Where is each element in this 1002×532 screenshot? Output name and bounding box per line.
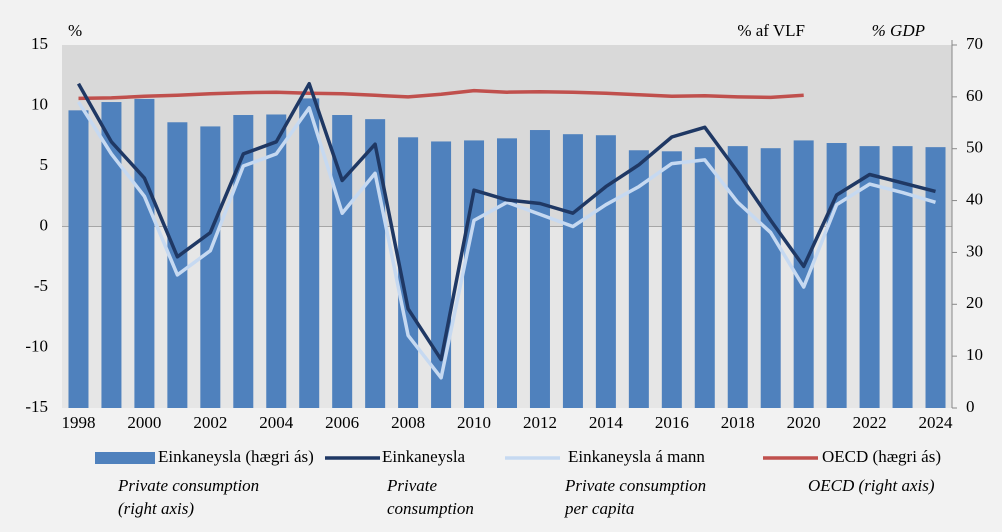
x-tick-label: 2002 (193, 413, 227, 432)
bar (793, 140, 814, 408)
bar (167, 122, 188, 408)
bar (628, 150, 649, 408)
bar (595, 135, 616, 408)
y-tick-label: 0 (40, 215, 49, 234)
legend-label: Einkaneysla (382, 447, 466, 466)
legend-subtitle: Private consumption (117, 476, 259, 495)
x-tick-label: 2018 (721, 413, 755, 432)
bar (529, 130, 550, 408)
y-tick-label: -5 (34, 276, 48, 295)
legend-subtitle: Private (386, 476, 437, 495)
bar (562, 134, 583, 409)
bar (925, 147, 946, 408)
legend-swatch (95, 452, 155, 464)
bar (200, 126, 221, 408)
bar (68, 110, 89, 408)
legend-label: Einkaneysla (hægri ás) (158, 447, 314, 466)
x-tick-label: 2010 (457, 413, 491, 432)
line (77, 100, 936, 380)
bar (661, 151, 682, 409)
y2-tick-label: 0 (966, 397, 975, 416)
y2-tick-label: 60 (966, 86, 983, 105)
y-tick-label: -10 (25, 336, 48, 355)
x-tick-label: 2000 (127, 413, 161, 432)
right-unit: % af VLF (737, 21, 805, 40)
x-tick-label: 2012 (523, 413, 557, 432)
x-tick-label: 2006 (325, 413, 359, 432)
y2-tick-label: 50 (966, 138, 983, 157)
legend-subtitle: (right axis) (118, 499, 194, 518)
x-tick-label: 2024 (919, 413, 954, 432)
x-tick-label: 2022 (853, 413, 887, 432)
legend-subtitle: OECD (right axis) (808, 476, 935, 495)
y-tick-label: 15 (31, 34, 48, 53)
y2-tick-label: 70 (966, 34, 983, 53)
x-tick-label: 2008 (391, 413, 425, 432)
x-tick-label: 2014 (589, 413, 624, 432)
legend-label: Einkaneysla á mann (568, 447, 705, 466)
line (78, 88, 804, 101)
right-unit-en: % GDP (872, 21, 925, 40)
bar (497, 138, 517, 409)
y2-tick-label: 30 (966, 241, 983, 260)
y2-tick-label: 20 (966, 293, 983, 312)
bar (694, 147, 715, 408)
y2-tick-label: 40 (966, 189, 983, 208)
bar (134, 98, 155, 408)
bar (365, 119, 386, 409)
left-unit: % (68, 21, 82, 40)
x-tick-label: 2004 (259, 413, 294, 432)
bar (760, 148, 781, 408)
y2-tick-label: 10 (966, 345, 983, 364)
bar (299, 98, 320, 409)
y-tick-label: -15 (25, 397, 48, 416)
bar (859, 146, 880, 408)
legend-subtitle: per capita (564, 499, 634, 518)
legend-subtitle: consumption (387, 499, 474, 518)
bar (727, 146, 748, 408)
bar (233, 115, 254, 408)
x-tick-label: 2020 (787, 413, 821, 432)
line (76, 81, 936, 362)
bar (826, 143, 847, 408)
bar (332, 115, 353, 408)
legend-subtitle: Private consumption (564, 476, 706, 495)
legend-label: OECD (hægri ás) (822, 447, 941, 466)
bar (464, 140, 485, 408)
bar (892, 146, 913, 408)
x-tick-label: 2016 (655, 413, 689, 432)
y-tick-label: 5 (40, 155, 49, 174)
y-tick-label: 10 (31, 94, 48, 113)
bar (266, 114, 287, 408)
bar (101, 102, 122, 409)
x-tick-label: 1998 (61, 413, 95, 432)
